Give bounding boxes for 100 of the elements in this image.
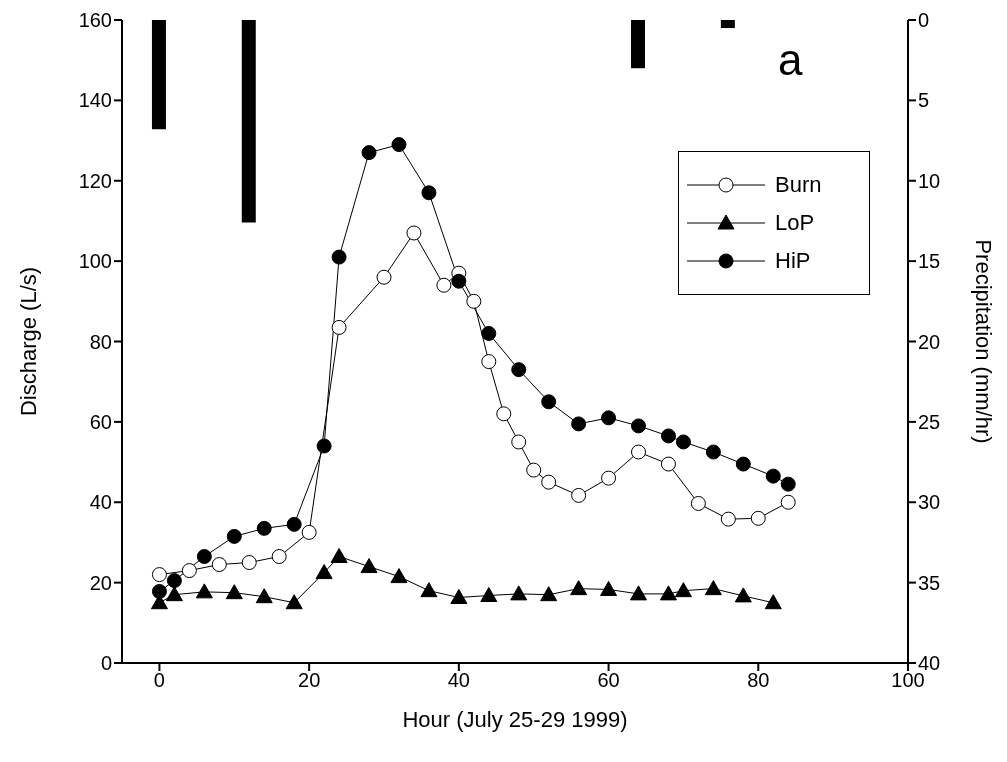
legend-label: Burn	[775, 172, 822, 198]
y-tick-label: 120	[78, 169, 112, 192]
point	[436, 277, 452, 293]
point	[510, 585, 528, 601]
point	[450, 588, 468, 604]
point	[360, 558, 378, 574]
point	[421, 185, 437, 201]
y-tick-label: 60	[89, 410, 112, 433]
point	[466, 293, 482, 309]
point	[674, 582, 692, 598]
point	[631, 418, 647, 434]
point	[271, 549, 287, 564]
point	[705, 444, 721, 460]
point	[391, 137, 407, 153]
point	[735, 456, 751, 472]
x-tick-label: 100	[891, 669, 925, 692]
x-tick-label: 20	[298, 669, 321, 692]
point	[256, 520, 272, 536]
point	[601, 470, 617, 486]
y-tick-label: 140	[78, 89, 112, 112]
point	[526, 462, 542, 478]
point	[316, 438, 332, 454]
point	[750, 510, 766, 526]
y2-tick-label: 15	[918, 250, 941, 273]
point	[496, 406, 512, 422]
point	[704, 580, 722, 596]
point	[720, 511, 736, 527]
x-tick-label: 60	[597, 669, 620, 692]
point	[151, 583, 167, 599]
point	[376, 269, 392, 285]
point	[211, 557, 227, 573]
point	[420, 582, 438, 598]
y-tick-label: 80	[89, 330, 112, 353]
y-tick-label: 40	[89, 491, 112, 514]
point	[659, 585, 677, 601]
point	[541, 394, 557, 410]
point	[734, 587, 752, 603]
point	[571, 416, 587, 432]
point	[630, 585, 648, 601]
y2-tick-label: 35	[918, 571, 941, 594]
bar	[241, 20, 256, 223]
point	[601, 410, 617, 426]
y2-tick-label: 25	[918, 410, 941, 433]
point	[361, 145, 377, 161]
point	[451, 273, 467, 289]
point	[331, 319, 347, 335]
x-axis-title: Hour (July 25-29 1999)	[402, 707, 628, 732]
point	[165, 586, 183, 602]
bar	[720, 20, 735, 29]
point	[255, 588, 273, 604]
point	[540, 586, 558, 602]
point	[780, 494, 796, 510]
point	[780, 476, 796, 492]
point	[481, 325, 497, 341]
point	[541, 474, 557, 490]
point	[226, 528, 242, 544]
y-tick-label: 160	[78, 9, 112, 32]
point	[631, 444, 647, 460]
y2-tick-label: 20	[918, 330, 941, 353]
point	[675, 434, 691, 450]
point	[285, 594, 303, 610]
y2-tick-label: 0	[918, 9, 930, 32]
legend-label: HiP	[775, 248, 811, 274]
point	[570, 580, 588, 596]
point	[764, 594, 782, 610]
y2-tick-label: 5	[918, 89, 930, 112]
point	[315, 564, 333, 580]
point	[765, 468, 781, 484]
legend-label: LoP	[775, 210, 815, 236]
y2-tick-label: 30	[918, 491, 941, 514]
point	[181, 563, 197, 579]
x-tick-label: 40	[447, 669, 470, 692]
y2-tick-label: 10	[918, 169, 941, 192]
x-tick-label: 80	[747, 669, 770, 692]
point	[571, 487, 587, 503]
point	[286, 516, 302, 532]
y-tick-label: 100	[78, 250, 112, 273]
point	[225, 584, 243, 600]
point	[480, 586, 498, 602]
point	[390, 568, 408, 584]
point	[406, 225, 422, 241]
point	[195, 583, 213, 599]
point	[330, 548, 348, 563]
bar	[631, 20, 646, 69]
annotation: a	[778, 35, 803, 84]
point	[511, 434, 527, 450]
point	[660, 428, 676, 444]
y-axis-title: Discharge (L/s)	[15, 266, 41, 417]
point	[690, 495, 706, 511]
point	[166, 573, 182, 589]
point	[196, 549, 212, 564]
x-tick-label: 0	[153, 669, 165, 692]
point	[151, 567, 167, 583]
point	[241, 555, 257, 571]
point	[660, 456, 676, 472]
point	[600, 580, 618, 596]
point	[331, 249, 347, 265]
y2-axis-title: Precipitation (mm/hr)	[971, 239, 997, 444]
point	[511, 362, 527, 378]
y-tick-label: 20	[89, 571, 112, 594]
